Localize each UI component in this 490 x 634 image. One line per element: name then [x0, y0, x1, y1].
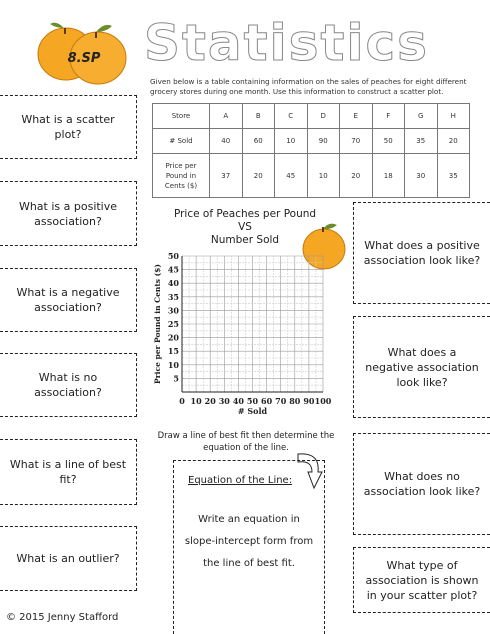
question-positive-association: What is a positive association?: [0, 181, 137, 246]
table-cell: G: [404, 103, 438, 129]
question-negative-association: What is a negative association?: [0, 268, 137, 332]
table-cell: B: [241, 103, 275, 129]
table-cell: 35: [436, 153, 470, 198]
table-cell: 50: [371, 128, 405, 154]
page-title: Statistics: [144, 14, 429, 73]
x-tick-label: 30: [219, 396, 231, 406]
table-cell: A: [209, 103, 243, 129]
logo-text: 8.SP: [68, 51, 101, 66]
table-cell: 20: [241, 153, 275, 198]
table-cell: 37: [209, 153, 243, 198]
x-tick-label: 10: [191, 396, 203, 406]
intro-text: Given below is a table containing inform…: [150, 77, 467, 96]
y-tick-label: 50: [168, 251, 180, 261]
question-text: What is a positive association?: [18, 199, 118, 228]
equation-text-line: slope-intercept form from: [184, 536, 314, 547]
peach-icon: [302, 223, 346, 270]
x-tick-label: 60: [261, 396, 273, 406]
table-cell: 90: [306, 128, 340, 154]
table-cell: 60: [241, 128, 275, 154]
table-cell: 20: [436, 128, 470, 154]
x-tick-label: 20: [205, 396, 217, 406]
x-tick-label: 90: [303, 396, 315, 406]
x-tick-label: 100: [315, 396, 332, 406]
chart-title-line: Price of Peaches per Pound: [173, 208, 317, 220]
table-cell: H: [436, 103, 470, 129]
y-tick-label: 35: [168, 292, 179, 302]
table-cell: 10: [274, 128, 308, 154]
y-tick-label: 15: [168, 346, 179, 356]
question-positive-look: What does a positive association look li…: [353, 202, 490, 304]
x-tick-label: 0: [179, 396, 185, 406]
y-tick-label: 45: [168, 265, 179, 275]
peach-logo: 8.SP: [37, 22, 127, 85]
y-axis-label: Price per Pound in Cents ($): [153, 264, 162, 384]
x-tick-label: 70: [275, 396, 287, 406]
question-text: What is a line of best fit?: [9, 458, 127, 486]
x-tick-label: 40: [233, 396, 245, 406]
table-cell: F: [371, 103, 405, 129]
chart-title-line: Number Sold: [210, 234, 280, 246]
table-cell: 20: [339, 153, 373, 198]
question-text: What does no association look like?: [363, 470, 481, 498]
equation-text-line: Write an equation in: [198, 514, 300, 525]
question-outlier: What is an outlier?: [0, 526, 137, 591]
question-line-of-best-fit: What is a line of best fit?: [0, 439, 137, 505]
question-text: What type of association is shown in you…: [365, 558, 479, 602]
y-tick-label: 10: [168, 360, 180, 370]
table-cell: 10: [306, 153, 340, 198]
equation-heading: Equation of the Line:: [188, 475, 293, 486]
question-no-association: What is no association?: [0, 353, 137, 417]
equation-box: Equation of the Line: Write an equation …: [173, 460, 325, 634]
table-row: # Sold 40 60 10 90 70 50 35 20: [152, 128, 470, 154]
table-row: Store A B C D E F G H: [152, 103, 470, 129]
table-cell: 30: [404, 153, 438, 198]
y-tick-label: 20: [168, 333, 180, 343]
question-text: What is an outlier?: [16, 552, 120, 565]
table-cell: 70: [339, 128, 373, 154]
table-header-store: Store: [152, 103, 210, 129]
table-header-sold: # Sold: [152, 128, 210, 154]
chart-title: Price of Peaches per Pound VS Number Sol…: [160, 208, 330, 247]
y-tick-label: 40: [168, 278, 180, 288]
equation-text-line: the line of best fit.: [203, 558, 295, 569]
question-text: What is a scatter plot?: [21, 113, 115, 141]
question-association-type: What type of association is shown in you…: [353, 547, 490, 613]
y-tick-label: 30: [168, 305, 180, 315]
equation-instructions: Write an equation in slope-intercept for…: [174, 509, 324, 575]
table-row: Price per Pound in Cents ($) 37 20 45 10…: [152, 153, 470, 198]
question-text: What is no association?: [34, 371, 102, 399]
question-scatter-plot: What is a scatter plot?: [0, 95, 137, 159]
y-tick-label: 5: [173, 373, 179, 383]
table-cell: 18: [371, 153, 405, 198]
table-cell: 45: [274, 153, 308, 198]
best-fit-instruction: Draw a line of best fit then determine t…: [157, 431, 335, 453]
table-cell: C: [274, 103, 308, 129]
question-negative-look: What does a negative association look li…: [353, 316, 490, 418]
curved-arrow-icon: [297, 453, 323, 490]
scatter-plot-chart: 0 10 20 30 40 50 60 70 80 90 100510152025303540455…: [153, 251, 332, 416]
question-text: What does a negative association look li…: [365, 345, 479, 389]
x-tick-label: 50: [247, 396, 259, 406]
table-header-price: Price per Pound in Cents ($): [152, 153, 210, 198]
y-tick-label: 25: [168, 319, 179, 329]
table-cell: 35: [404, 128, 438, 154]
x-axis-label: # Sold: [238, 406, 268, 416]
x-tick-label: 80: [289, 396, 301, 406]
data-table: Store A B C D E F G H # Sold 40 60 10 90…: [152, 103, 470, 198]
table-cell: 40: [209, 128, 243, 154]
copyright: © 2015 Jenny Stafford: [6, 612, 119, 623]
chart-title-line: VS: [238, 221, 252, 233]
question-text: What is a negative association?: [16, 286, 120, 314]
question-text: What does a positive association look li…: [363, 239, 481, 267]
table-cell: E: [339, 103, 373, 129]
question-no-association-look: What does no association look like?: [353, 433, 490, 535]
table-cell: D: [306, 103, 340, 129]
